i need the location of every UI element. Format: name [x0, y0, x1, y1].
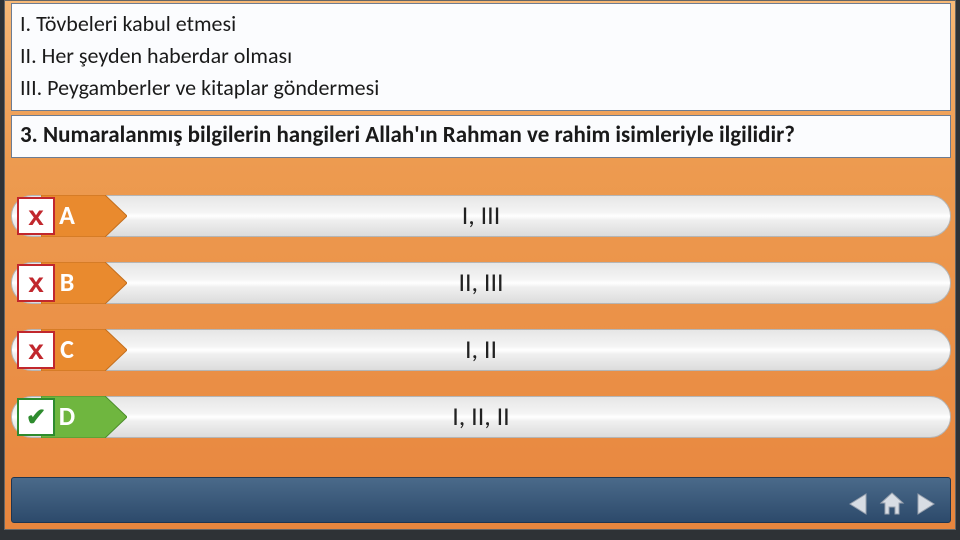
question-box: 3. Numaralanmış bilgilerin hangileri All… — [11, 115, 951, 158]
answer-row-a[interactable]: x A I, III — [11, 191, 951, 243]
nav-icons-group — [844, 490, 940, 518]
answer-text: I, III — [11, 199, 951, 231]
answer-text: I, II, II — [11, 400, 951, 432]
bottom-navbar — [11, 477, 951, 523]
answer-row-c[interactable]: x C I, II — [11, 325, 951, 377]
nav-prev-icon[interactable] — [844, 490, 872, 518]
nav-home-icon[interactable] — [878, 490, 906, 518]
mark-correct-icon: ✔ — [17, 398, 55, 436]
answer-letter: D — [55, 400, 79, 432]
answers-container: x A I, III x B II, III x C I, II — [11, 191, 951, 459]
answer-row-b[interactable]: x B II, III — [11, 258, 951, 310]
question-text: 3. Numaralanmış bilgilerin hangileri All… — [20, 120, 942, 151]
mark-wrong-icon: x — [17, 197, 55, 235]
answer-text: I, II — [11, 333, 951, 365]
answer-letter: C — [55, 333, 79, 365]
answer-text: II, III — [11, 266, 951, 298]
info-line-1: I. Tövbeleri kabul etmesi — [20, 8, 942, 40]
answer-letter: B — [55, 266, 79, 298]
mark-wrong-icon: x — [17, 331, 55, 369]
info-line-3: III. Peygamberler ve kitaplar göndermesi — [20, 72, 942, 104]
nav-next-icon[interactable] — [912, 490, 940, 518]
mark-wrong-icon: x — [17, 264, 55, 302]
info-line-2: II. Her şeyden haberdar olması — [20, 40, 942, 72]
answer-letter: A — [55, 199, 79, 231]
slide-container: I. Tövbeleri kabul etmesi II. Her şeyden… — [4, 0, 956, 530]
info-box: I. Tövbeleri kabul etmesi II. Her şeyden… — [11, 3, 951, 111]
answer-row-d[interactable]: ✔ D I, II, II — [11, 392, 951, 444]
